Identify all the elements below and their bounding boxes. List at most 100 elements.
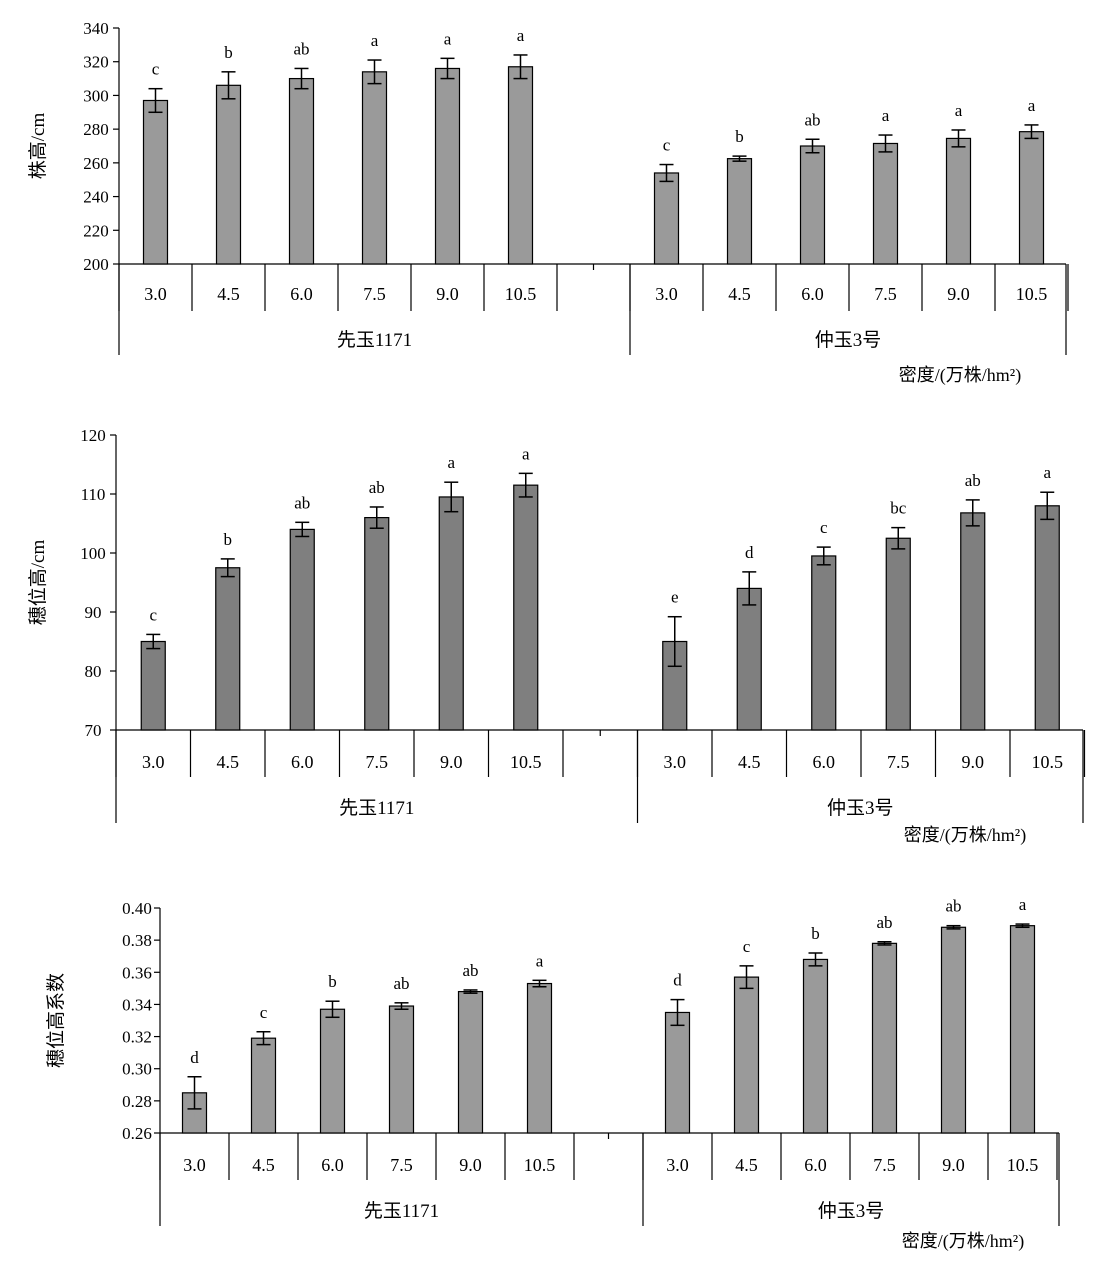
chart3-bar [664, 1011, 691, 1134]
chart1-y-tick-label: 300 [83, 86, 109, 105]
chart1-bar [726, 158, 753, 265]
chart1-significance-letter: a [517, 26, 525, 45]
chart2-y-tick-label: 110 [81, 485, 106, 504]
chart1-significance-letter: a [444, 29, 452, 48]
chart1-significance-letter: a [882, 106, 890, 125]
chart3-category-label: 4.5 [735, 1155, 758, 1175]
chart2-bar [215, 567, 241, 731]
chart2-y-tick-label: 70 [85, 721, 102, 740]
chart1-category-label: 7.5 [363, 284, 386, 304]
chart2-significance-letter: a [1043, 463, 1051, 482]
chart2-group-label: 先玉1171 [339, 797, 414, 819]
chart3-bar [319, 1008, 346, 1134]
chart2-category-label: 3.0 [664, 752, 687, 772]
chart3-category-label: 9.0 [459, 1155, 482, 1175]
chart2-category-label: 4.5 [217, 752, 240, 772]
chart2-y-axis-label: 穗位高/cm [27, 540, 49, 626]
chart2-significance-letter: ab [294, 493, 310, 512]
chart2-category-label: 7.5 [887, 752, 910, 772]
chart3-significance-letter: d [190, 1048, 199, 1067]
chart2-category-label: 3.0 [142, 752, 165, 772]
chart2-category-label: 10.5 [1032, 752, 1064, 772]
chart1-bar [288, 77, 315, 265]
chart3-category-label: 6.0 [804, 1155, 827, 1175]
chart1-category-label: 3.0 [655, 284, 678, 304]
chart2-bar [289, 528, 315, 731]
chart2-category-label: 6.0 [291, 752, 314, 772]
chart2-significance-letter: a [522, 444, 530, 463]
chart2-significance-letter: a [447, 453, 455, 472]
chart1-y-tick-label: 340 [83, 19, 109, 38]
chart2-category-label: 9.0 [440, 752, 463, 772]
chart3-y-axis-label: 穗位高系数 [45, 973, 67, 1068]
chart2-bar [140, 640, 166, 731]
chart3-significance-letter: c [260, 1003, 268, 1022]
chart2-category-label: 10.5 [510, 752, 542, 772]
chart3-group-label: 先玉1171 [364, 1200, 439, 1222]
chart1-category-label: 6.0 [290, 284, 313, 304]
chart2-group-label: 仲玉3号 [827, 797, 894, 819]
chart3-bar [526, 982, 553, 1134]
chart2-significance-letter: ab [965, 471, 981, 490]
chart1-significance-letter: ab [804, 110, 820, 129]
chart1-bar [142, 99, 169, 265]
chart1-bar [799, 145, 826, 265]
chart1-significance-letter: c [152, 60, 160, 79]
chart2-bar [1034, 505, 1060, 731]
chart1-significance-letter: b [735, 127, 744, 146]
chart2-category-label: 6.0 [813, 752, 836, 772]
chart1-significance-letter: a [955, 101, 963, 120]
chart3-category-label: 9.0 [942, 1155, 965, 1175]
chart3-bar [1009, 925, 1036, 1134]
chart1-y-tick-label: 280 [83, 120, 109, 139]
chart1-category-label: 10.5 [1016, 284, 1048, 304]
chart1-category-label: 4.5 [728, 284, 751, 304]
chart1-category-label: 10.5 [505, 284, 537, 304]
chart1-category-label: 7.5 [874, 284, 897, 304]
chart3-significance-letter: d [673, 971, 682, 990]
chart3-bar [457, 990, 484, 1134]
chart2-bar [960, 512, 986, 731]
chart2-y-tick-label: 120 [80, 426, 106, 445]
chart3-y-tick-label: 0.38 [122, 931, 152, 950]
chart3-x-axis-label: 密度/(万株/hm²) [902, 1231, 1024, 1252]
chart3-y-tick-label: 0.36 [122, 963, 152, 982]
chart1-significance-letter: c [663, 136, 671, 155]
chart3-y-tick-label: 0.32 [122, 1028, 152, 1047]
chart1-bar [215, 84, 242, 265]
chart1-group-label: 先玉1171 [337, 329, 412, 351]
chart1-significance-letter: a [371, 31, 379, 50]
chart2-significance-letter: e [671, 588, 679, 607]
chart1-group-label: 仲玉3号 [815, 329, 882, 351]
chart2-category-label: 9.0 [962, 752, 985, 772]
chart3-bar [940, 926, 967, 1134]
chart2-y-tick-label: 90 [85, 603, 102, 622]
chart2-category-label: 4.5 [738, 752, 761, 772]
chart1-category-label: 6.0 [801, 284, 824, 304]
chart1-y-tick-label: 220 [83, 221, 109, 240]
chart3-y-tick-label: 0.40 [122, 899, 152, 918]
chart3-category-label: 7.5 [873, 1155, 896, 1175]
chart1-category-label: 4.5 [217, 284, 240, 304]
chart3-y-tick-label: 0.34 [122, 995, 152, 1014]
chart3-category-label: 4.5 [252, 1155, 275, 1175]
chart2-bar [438, 496, 464, 731]
chart1-y-tick-label: 260 [83, 154, 109, 173]
chart1-bar [945, 137, 972, 265]
chart2-significance-letter: b [224, 530, 233, 549]
chart3-group-label: 仲玉3号 [818, 1200, 885, 1222]
chart1-significance-letter: a [1028, 96, 1036, 115]
chart2-bar [513, 484, 539, 731]
chart3-category-label: 10.5 [1007, 1155, 1039, 1175]
chart2-significance-letter: c [149, 605, 157, 624]
chart1-bar [653, 172, 680, 265]
chart3-significance-letter: ab [462, 961, 478, 980]
chart1-y-tick-label: 240 [83, 188, 109, 207]
chart3-significance-letter: ab [393, 974, 409, 993]
chart3-category-label: 3.0 [666, 1155, 689, 1175]
chart1-y-tick-label: 200 [83, 255, 109, 274]
chart3-category-label: 10.5 [524, 1155, 556, 1175]
chart2-bar [736, 587, 762, 731]
chart3-bar [250, 1037, 277, 1134]
chart3-bar [388, 1005, 415, 1134]
